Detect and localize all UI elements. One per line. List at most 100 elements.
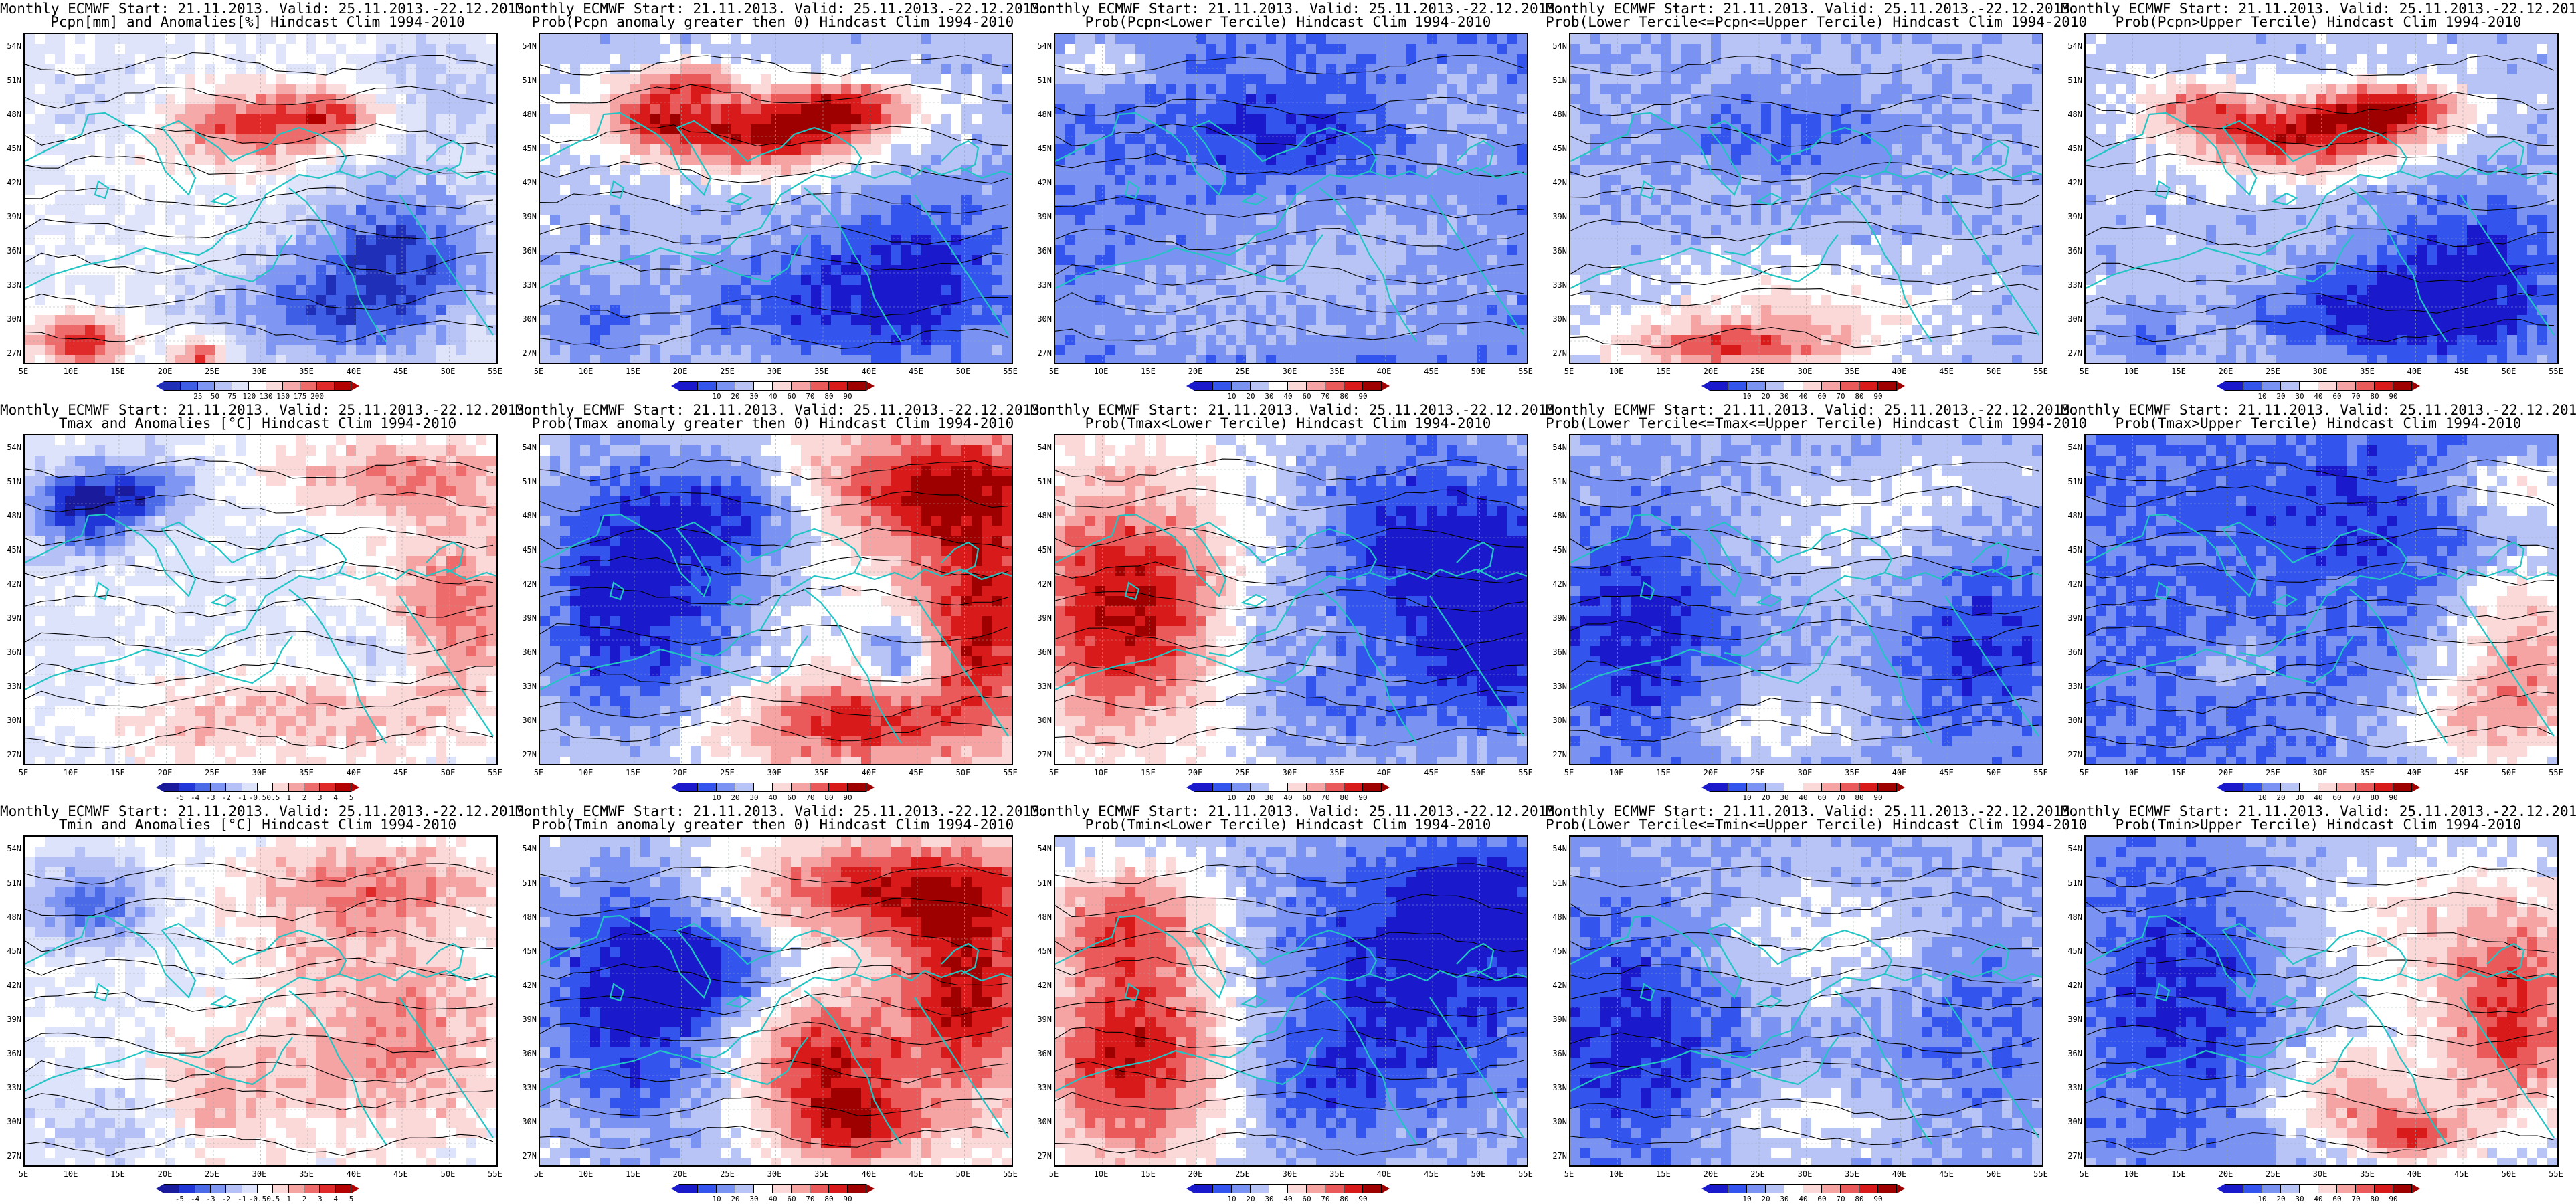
colorbar-tick-label: 5 <box>338 794 365 802</box>
longitude-label: 40E <box>857 367 881 375</box>
forecast-map-panel: Monthly ECMWF Start: 21.11.2013. Valid: … <box>0 803 533 1204</box>
longitude-label: 45E <box>2450 769 2474 777</box>
longitude-label: 25E <box>2261 769 2285 777</box>
colorbar-tick-label: 90 <box>1865 393 1892 401</box>
colorbar-tick-label: 20 <box>1752 1195 1779 1203</box>
colorbar-tick-label: 60 <box>778 1195 805 1203</box>
longitude-label: 45E <box>1934 1170 1958 1178</box>
latitude-label: 45N <box>2062 546 2082 554</box>
colorbar-tick-label: 40 <box>1275 794 1301 802</box>
longitude-label: 50E <box>1467 1170 1491 1178</box>
panel-title: Monthly ECMWF Start: 21.11.2013. Valid: … <box>1030 804 1564 819</box>
latitude-label: 51N <box>1547 478 1567 486</box>
latitude-label: 42N <box>1032 179 1052 187</box>
longitude-label: 15E <box>2167 367 2191 375</box>
longitude-label: 25E <box>200 769 224 777</box>
colorbar-tick-label: 20 <box>722 794 749 802</box>
latitude-label: 36N <box>517 1049 537 1058</box>
panel-title: Monthly ECMWF Start: 21.11.2013. Valid: … <box>1546 1 2079 16</box>
latitude-label: 27N <box>2062 750 2082 759</box>
colorbar-tick-label: 90 <box>2380 794 2407 802</box>
colorbar-tick-label: -4 <box>182 794 209 802</box>
latitude-label: 39N <box>1 614 21 622</box>
longitude-label: 30E <box>1793 769 1817 777</box>
longitude-label: 55E <box>998 769 1022 777</box>
latitude-label: 27N <box>1 750 21 759</box>
colorbar <box>2217 1184 2420 1193</box>
colorbar <box>1186 381 1390 391</box>
latitude-label: 42N <box>517 179 537 187</box>
latitude-label: 51N <box>1 76 21 84</box>
longitude-label: 10E <box>1604 1170 1629 1178</box>
map-area <box>2084 835 2559 1167</box>
longitude-label: 30E <box>1278 1170 1302 1178</box>
latitude-label: 36N <box>2062 247 2082 255</box>
latitude-label: 39N <box>1547 213 1567 221</box>
longitude-label: 25E <box>715 769 739 777</box>
colorbar-tick-label: -2 <box>213 794 240 802</box>
longitude-label: 20E <box>2214 367 2238 375</box>
longitude-label: 50E <box>951 769 976 777</box>
colorbar-tick-label: 70 <box>1827 393 1854 401</box>
map-field <box>540 435 1012 764</box>
latitude-label: 54N <box>2062 443 2082 452</box>
latitude-label: 27N <box>1547 750 1567 759</box>
longitude-label: 5E <box>1042 769 1066 777</box>
colorbar-tick-label: 60 <box>1809 794 1835 802</box>
latitude-label: 27N <box>1032 1152 1052 1160</box>
map-area <box>23 33 498 364</box>
longitude-label: 30E <box>763 367 787 375</box>
panel-subtitle: Prob(Tmax>Upper Tercile) Hindcast Clim 1… <box>2061 416 2576 431</box>
latitude-label: 54N <box>1 443 21 452</box>
map-field <box>2086 34 2557 363</box>
longitude-label: 10E <box>574 1170 598 1178</box>
map-field <box>25 837 496 1165</box>
longitude-label: 50E <box>1467 367 1491 375</box>
latitude-label: 45N <box>517 546 537 554</box>
longitude-label: 35E <box>1325 367 1349 375</box>
colorbar-tick-label: 1 <box>276 794 302 802</box>
latitude-label: 45N <box>517 947 537 955</box>
colorbar-tick-label: -4 <box>182 1195 209 1203</box>
colorbar-tick-label: 10 <box>1218 794 1245 802</box>
colorbar <box>1701 381 1905 391</box>
longitude-label: 5E <box>11 367 35 375</box>
colorbar-tick-label: 40 <box>1790 1195 1817 1203</box>
longitude-label: 35E <box>2355 367 2379 375</box>
longitude-label: 10E <box>2120 769 2144 777</box>
longitude-label: 5E <box>1557 367 1581 375</box>
latitude-label: 33N <box>1 682 21 690</box>
latitude-label: 45N <box>1 947 21 955</box>
longitude-label: 20E <box>153 1170 177 1178</box>
map-field <box>25 34 496 363</box>
longitude-label: 35E <box>1840 769 1864 777</box>
latitude-label: 33N <box>1 1084 21 1092</box>
longitude-label: 50E <box>2497 1170 2521 1178</box>
longitude-label: 35E <box>294 367 318 375</box>
latitude-label: 33N <box>2062 682 2082 690</box>
latitude-label: 36N <box>1032 247 1052 255</box>
colorbar-tick-label: 40 <box>2305 393 2332 401</box>
colorbar <box>1186 783 1390 792</box>
latitude-label: 48N <box>2062 913 2082 921</box>
colorbar-tick-label: 30 <box>2286 1195 2313 1203</box>
panel-title: Monthly ECMWF Start: 21.11.2013. Valid: … <box>0 1 533 16</box>
panel-title: Monthly ECMWF Start: 21.11.2013. Valid: … <box>0 804 533 819</box>
colorbar-tick-label: 75 <box>219 393 246 401</box>
colorbar-tick-label: 20 <box>1237 794 1264 802</box>
panel-title: Monthly ECMWF Start: 21.11.2013. Valid: … <box>1546 804 2079 819</box>
colorbar-tick-label: 60 <box>1809 1195 1835 1203</box>
colorbar-tick-label: 80 <box>816 393 842 401</box>
panel-title: Monthly ECMWF Start: 21.11.2013. Valid: … <box>515 804 1048 819</box>
map-area <box>1569 835 2043 1167</box>
latitude-label: 48N <box>517 913 537 921</box>
colorbar-tick-label: -1 <box>229 794 256 802</box>
longitude-label: 45E <box>904 1170 928 1178</box>
forecast-map-panel: Monthly ECMWF Start: 21.11.2013. Valid: … <box>0 401 533 803</box>
longitude-label: 15E <box>621 1170 645 1178</box>
longitude-label: 55E <box>998 1170 1022 1178</box>
latitude-label: 30N <box>517 1118 537 1126</box>
map-field <box>540 34 1012 363</box>
longitude-label: 35E <box>1325 1170 1349 1178</box>
latitude-label: 36N <box>1 648 21 656</box>
